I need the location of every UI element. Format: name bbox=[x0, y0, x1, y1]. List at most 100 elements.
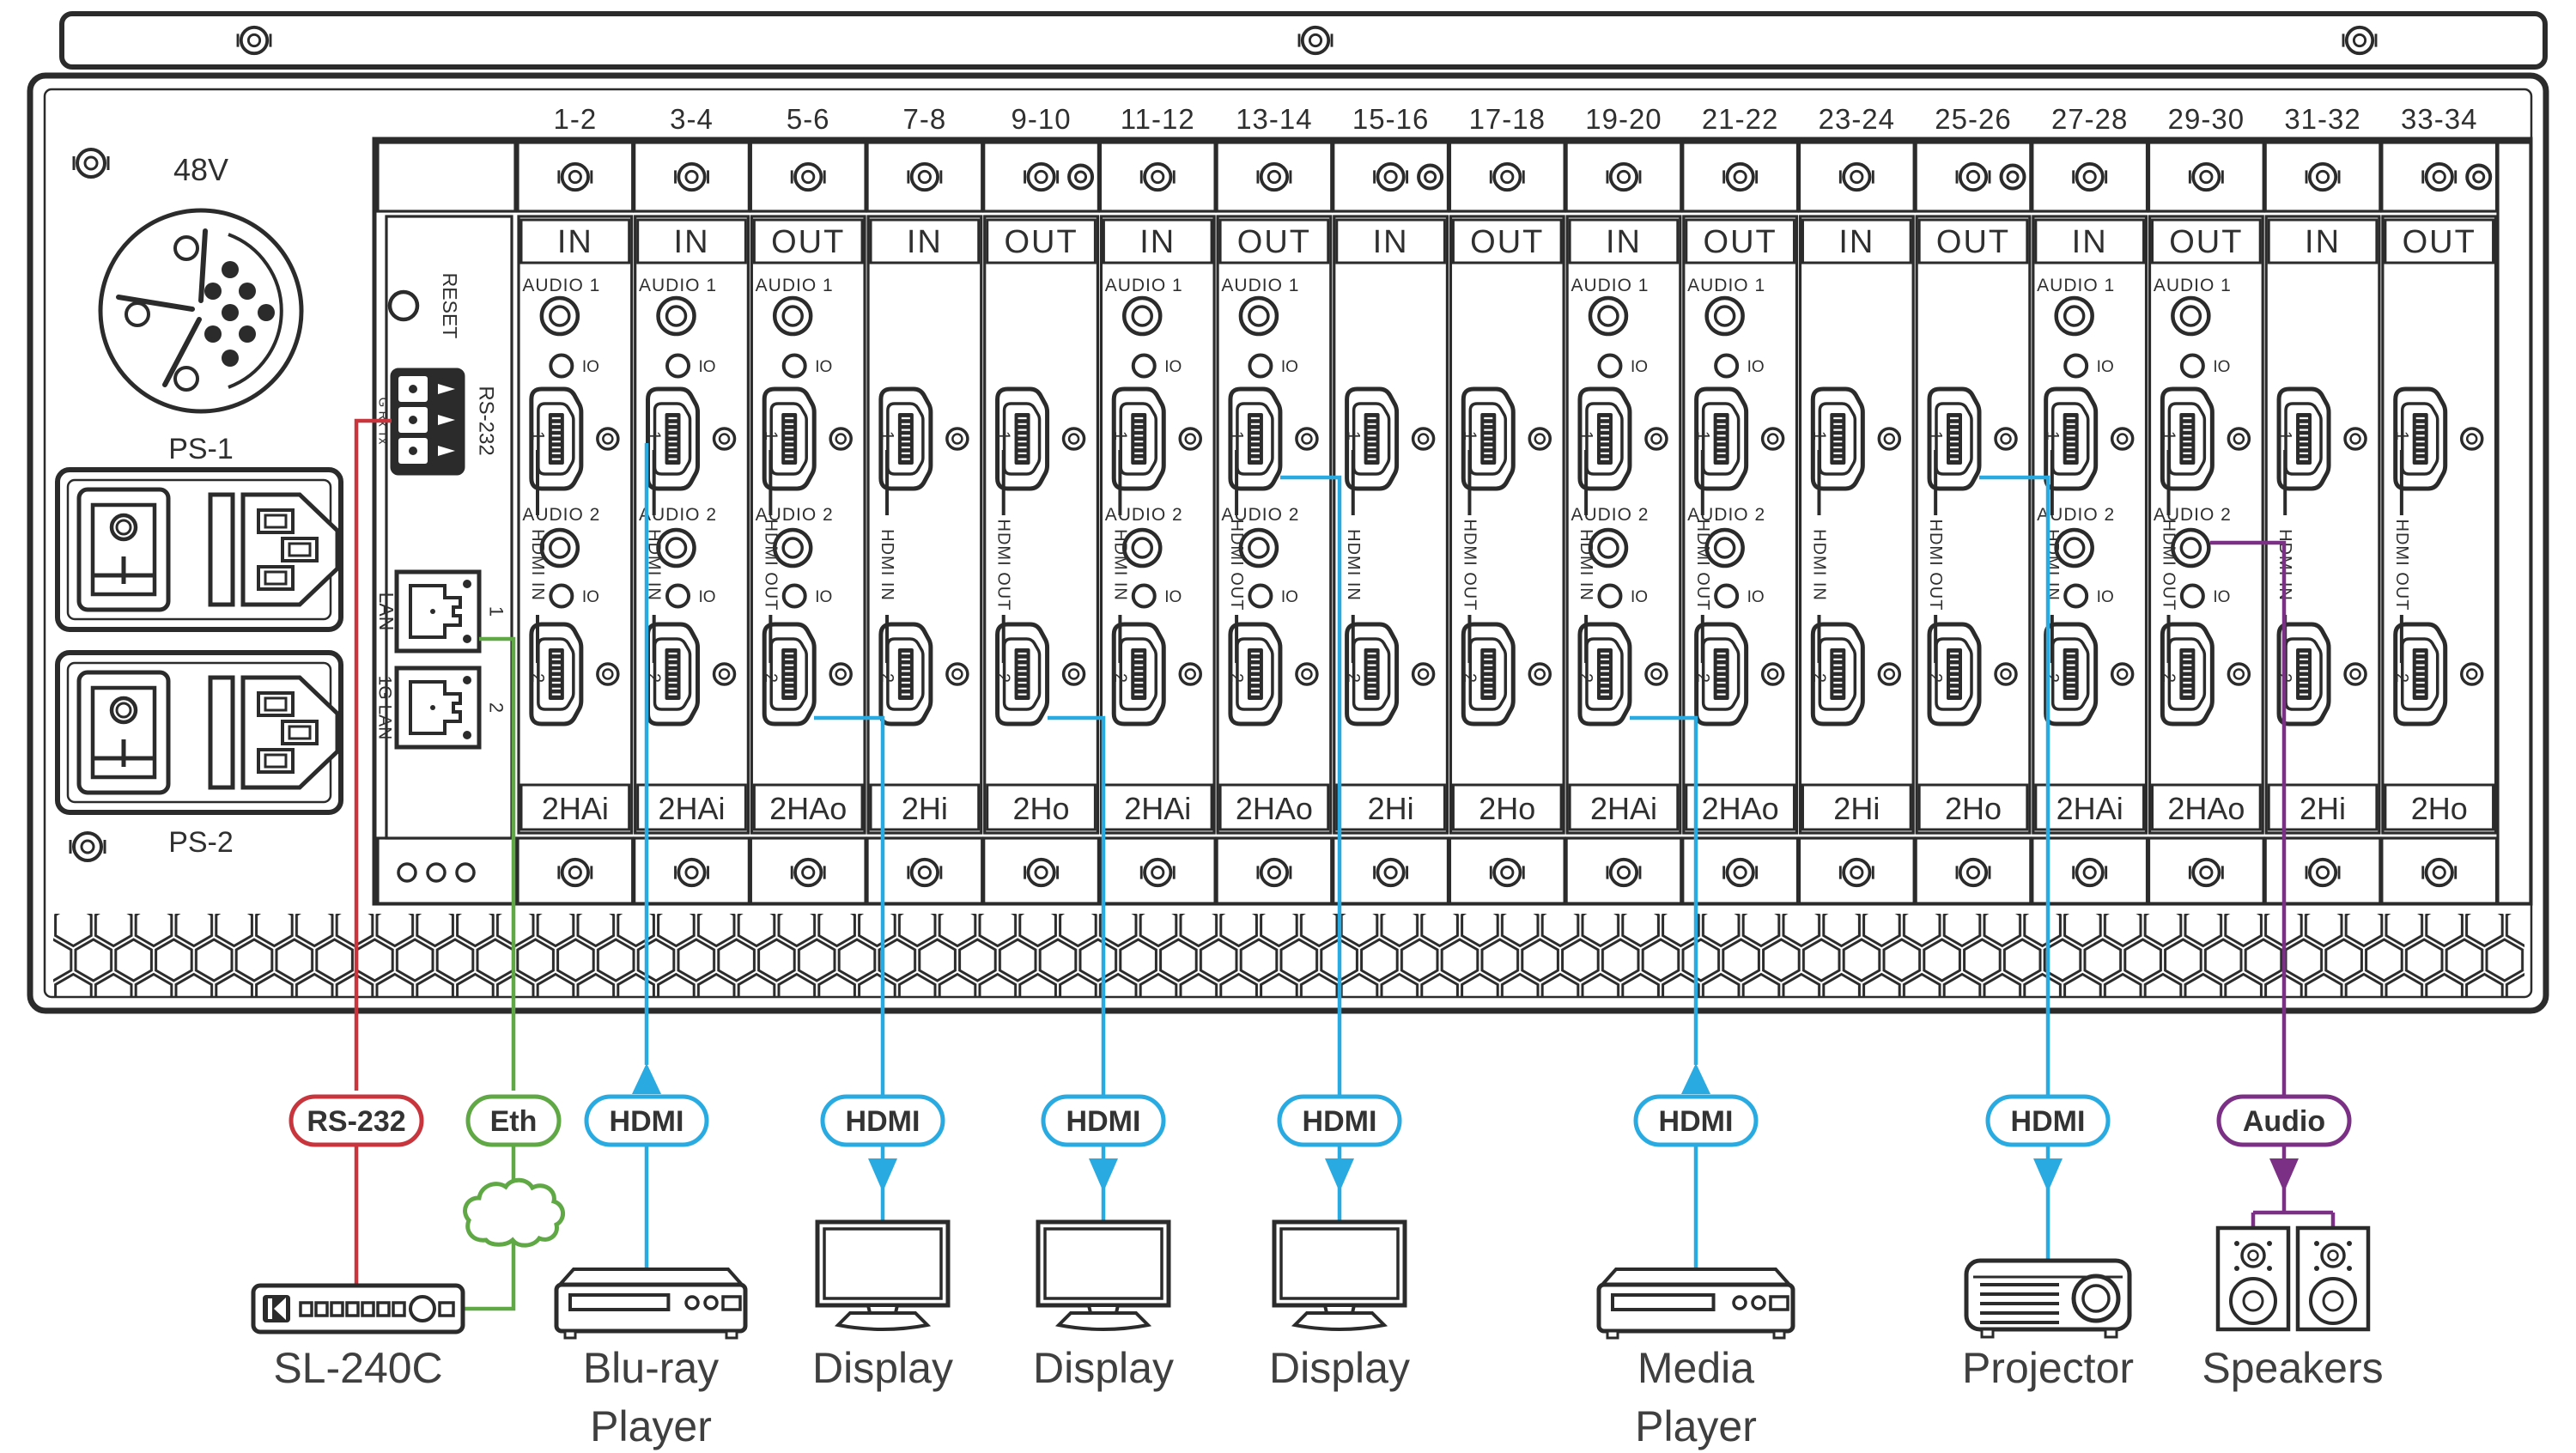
screw-icon bbox=[2421, 161, 2458, 192]
screw-hole-icon bbox=[945, 427, 969, 451]
svg-text:11-12: 11-12 bbox=[1121, 103, 1195, 135]
slot-model-box bbox=[1102, 783, 1213, 831]
screw-icon bbox=[236, 25, 272, 56]
disc-slot bbox=[568, 1293, 671, 1311]
io-led-icon bbox=[2063, 583, 2089, 609]
io-led-icon bbox=[665, 583, 691, 609]
slot-direction-box bbox=[2151, 218, 2262, 264]
device-label: SL-240C bbox=[273, 1344, 442, 1392]
slot-model-box bbox=[2267, 783, 2379, 831]
screw-icon bbox=[1722, 857, 1759, 888]
hdmi-port-icon bbox=[2160, 622, 2215, 726]
svg-text:17-18: 17-18 bbox=[1469, 103, 1546, 135]
slot-direction-label: IN bbox=[907, 224, 943, 260]
screw-icon bbox=[557, 857, 593, 888]
svg-text:AUDIO 1: AUDIO 1 bbox=[1221, 276, 1299, 295]
svg-text:AUDIO 2: AUDIO 2 bbox=[1687, 505, 1765, 525]
slot-model-box bbox=[2384, 783, 2495, 831]
hdmi-port-icon bbox=[1345, 622, 1400, 726]
slot-direction-label: IN bbox=[1606, 224, 1642, 260]
audio-jack-icon bbox=[772, 527, 813, 568]
svg-text:IO: IO bbox=[1164, 358, 1182, 376]
svg-text:23-24: 23-24 bbox=[1819, 103, 1895, 135]
network-cloud-icon bbox=[463, 1177, 565, 1248]
svg-text:AUDIO 1: AUDIO 1 bbox=[756, 276, 834, 295]
cable-display3 bbox=[1280, 475, 1354, 1222]
kramer-logo-icon bbox=[263, 1295, 290, 1322]
screw-icon bbox=[1024, 857, 1059, 888]
status-leds bbox=[397, 862, 476, 883]
lan-label: LAN bbox=[375, 593, 398, 631]
rj45-jack-icon bbox=[394, 666, 482, 750]
screw-icon bbox=[1297, 25, 1334, 56]
hdmi-port-icon bbox=[762, 622, 817, 726]
cable-tag-label: RS-232 bbox=[307, 1105, 405, 1138]
svg-text:1: 1 bbox=[1460, 431, 1479, 441]
cable-tag-bluray: HDMI bbox=[584, 1094, 709, 1147]
svg-text:1: 1 bbox=[2160, 431, 2178, 441]
hdmi-port-icon bbox=[1810, 622, 1865, 726]
device-sl240c: SL-240C bbox=[251, 1283, 465, 1392]
slot-model-label: 2HAi bbox=[2057, 791, 2123, 826]
svg-text:1: 1 bbox=[1809, 431, 1828, 441]
io-led-icon bbox=[549, 353, 574, 379]
svg-text:2: 2 bbox=[1344, 673, 1363, 684]
svg-text:2: 2 bbox=[1809, 673, 1828, 684]
front-button bbox=[330, 1301, 344, 1317]
hdmi-direction-label: HDMI IN bbox=[1110, 529, 1129, 601]
hdmi-port-icon bbox=[1694, 386, 1749, 491]
screw-hole-icon bbox=[2227, 427, 2251, 451]
io-led-icon bbox=[1131, 583, 1157, 609]
audio-jack-icon bbox=[1238, 527, 1279, 568]
screw-hole-icon bbox=[1644, 662, 1668, 686]
slot-model-label: 2Ho bbox=[1013, 791, 1070, 826]
screw-hole-icon bbox=[1178, 427, 1202, 451]
io-led-icon bbox=[1714, 583, 1740, 609]
device-label: Player bbox=[1635, 1402, 1757, 1450]
svg-text:IO: IO bbox=[2097, 358, 2114, 376]
screw-hole-icon bbox=[2465, 163, 2493, 191]
svg-text:IO: IO bbox=[1747, 588, 1765, 606]
front-button bbox=[345, 1301, 360, 1317]
svg-text:2: 2 bbox=[1227, 673, 1246, 684]
svg-text:21-22: 21-22 bbox=[1702, 103, 1778, 135]
screw-hole-icon bbox=[1877, 427, 1902, 451]
slot-direction-label: IN bbox=[2305, 224, 2341, 260]
iec-inlet-icon bbox=[208, 675, 340, 790]
hdmi-port-icon bbox=[646, 386, 701, 491]
svg-text:2: 2 bbox=[528, 673, 547, 684]
hdmi-direction-label: HDMI OUT bbox=[2392, 520, 2411, 611]
svg-text:13-14: 13-14 bbox=[1236, 103, 1312, 135]
svg-text:IO: IO bbox=[2213, 358, 2230, 376]
svg-text:AUDIO 1: AUDIO 1 bbox=[1105, 276, 1183, 295]
audio-jack-icon bbox=[2054, 527, 2094, 568]
slot-direction-label: OUT bbox=[2403, 224, 2476, 260]
slot-model-box bbox=[1451, 783, 1563, 831]
screw-hole-icon bbox=[2343, 662, 2367, 686]
svg-text:1: 1 bbox=[1693, 431, 1712, 441]
hdmi-direction-label: HDMI IN bbox=[878, 529, 896, 601]
power-inlet-module-1 bbox=[55, 467, 343, 632]
slot-19-20: 19-20 IN AUDIO 1 IO AUDIO 2 IO 1 HDMI IN 2 2HAi bbox=[1564, 103, 1683, 905]
audio-jack-icon bbox=[539, 527, 580, 568]
slot-model-label: 2HAi bbox=[1590, 791, 1657, 826]
slot-direction-label: IN bbox=[2072, 224, 2108, 260]
flow-arrow-down-icon bbox=[1089, 1158, 1118, 1192]
cable-audio bbox=[2210, 540, 2336, 1230]
slot-27-28: 27-28 IN AUDIO 1 IO AUDIO 2 IO 1 HDMI IN 2 2HAi bbox=[2031, 103, 2149, 905]
io-led-icon bbox=[549, 583, 574, 609]
front-button bbox=[376, 1301, 391, 1317]
power-inlet-module-2 bbox=[55, 650, 343, 815]
slot-model-label: 2HAi bbox=[1124, 791, 1191, 826]
svg-text:1: 1 bbox=[1227, 431, 1246, 441]
screw-icon bbox=[1256, 857, 1292, 888]
hdmi-port-icon bbox=[646, 622, 701, 726]
gig-lan-port bbox=[394, 666, 482, 750]
speaker-icon bbox=[2295, 1225, 2371, 1332]
screw-icon bbox=[557, 161, 593, 192]
slot-5-6: 5-6 OUT AUDIO 1 IO AUDIO 2 IO 1 HDMI OUT 2 2HAo bbox=[749, 103, 867, 905]
svg-text:IO: IO bbox=[2213, 588, 2230, 606]
slot-model-box bbox=[1218, 783, 1330, 831]
slot-direction-box bbox=[986, 218, 1097, 264]
slot-model-box bbox=[636, 783, 747, 831]
